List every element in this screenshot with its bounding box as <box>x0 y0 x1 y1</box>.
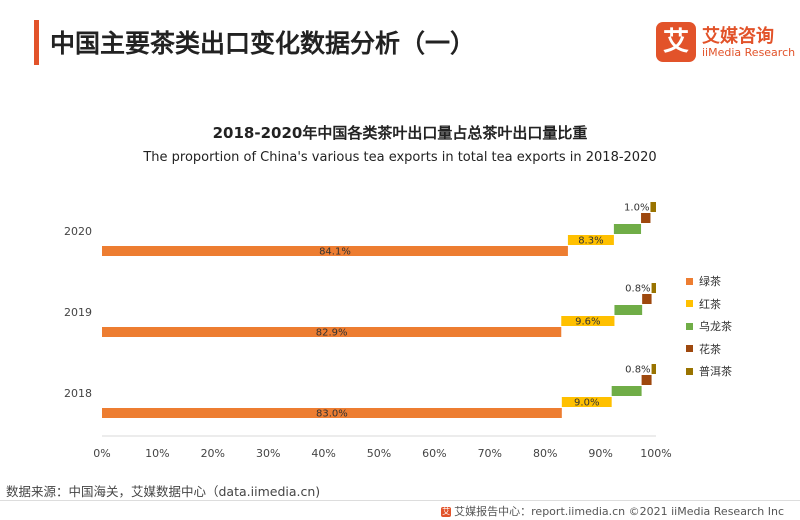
bar-segment <box>561 397 612 407</box>
bar-segment <box>102 408 562 418</box>
bar-segment <box>561 316 615 326</box>
data-label: 9.6% <box>575 317 600 328</box>
legend-label: 普洱茶 <box>699 365 732 379</box>
category-label: 2019 <box>64 306 92 319</box>
data-source-note: 数据来源：中国海关，艾媒数据中心（data.iimedia.cn) <box>6 484 321 499</box>
footer-logo-icon: 艾 <box>441 507 452 517</box>
x-tick-label: 0% <box>93 447 110 460</box>
data-label: 82.9% <box>316 328 348 339</box>
legend-item: 绿茶 <box>686 270 732 293</box>
logo-text-en: iiMedia Research <box>702 46 796 59</box>
legend-swatch <box>686 367 693 375</box>
page-title: 中国主要茶类出口变化数据分析（一） <box>50 29 476 58</box>
x-tick-label: 40% <box>311 447 335 460</box>
iimedia-logo: 艾 艾媒咨询 iiMedia Research <box>656 20 796 64</box>
legend-item: 花茶 <box>686 338 732 361</box>
data-label: 84.1% <box>319 247 351 258</box>
bar-segment <box>611 386 642 396</box>
x-tick-label: 90% <box>588 447 612 460</box>
data-label: 1.0% <box>624 203 649 214</box>
bar-segment <box>641 213 651 223</box>
data-label: 9.0% <box>574 398 599 409</box>
x-tick-label: 50% <box>367 447 391 460</box>
bar-segment <box>651 283 656 293</box>
bar-segment <box>642 294 652 304</box>
legend-label: 乌龙茶 <box>699 320 732 334</box>
data-label: 83.0% <box>316 409 348 420</box>
footer-text: 艾媒报告中心：report.iimedia.cn ©2021 iiMedia R… <box>454 505 784 518</box>
bar-segment <box>650 202 656 212</box>
bar-segment <box>102 246 568 256</box>
logo-text-cn: 艾媒咨询 <box>702 26 774 47</box>
data-label: 0.8% <box>625 365 650 376</box>
legend-label: 绿茶 <box>699 275 721 289</box>
bar-segment <box>102 327 562 337</box>
title-accent-bar <box>34 20 39 65</box>
logo-mark: 艾 <box>656 22 696 62</box>
bar-segment <box>651 364 656 374</box>
x-tick-label: 10% <box>145 447 169 460</box>
x-tick-label: 30% <box>256 447 280 460</box>
legend-label: 花茶 <box>699 342 721 356</box>
legend-item: 红茶 <box>686 293 732 316</box>
bar-segment <box>613 224 642 234</box>
legend-swatch <box>686 322 693 330</box>
data-label: 0.8% <box>625 284 650 295</box>
legend-item: 普洱茶 <box>686 360 732 383</box>
legend-label: 红茶 <box>699 297 721 311</box>
chart-legend: 绿茶红茶乌龙茶花茶普洱茶 <box>686 270 732 383</box>
legend-swatch <box>686 277 693 285</box>
bar-segment <box>641 375 652 385</box>
x-tick-label: 100% <box>640 447 671 460</box>
chart-subtitle: The proportion of China's various tea ex… <box>143 150 657 165</box>
bar-segment <box>567 235 614 245</box>
legend-swatch <box>686 300 693 308</box>
legend-item: 乌龙茶 <box>686 315 732 338</box>
x-tick-label: 60% <box>422 447 446 460</box>
footer-divider <box>0 500 800 501</box>
x-tick-label: 20% <box>201 447 225 460</box>
legend-swatch <box>686 345 693 353</box>
chart-title: 2018-2020年中国各类茶叶出口量占总茶叶出口量比重 <box>212 124 588 142</box>
x-tick-label: 80% <box>533 447 557 460</box>
footer: 艾艾媒报告中心：report.iimedia.cn ©2021 iiMedia … <box>441 503 784 519</box>
category-label: 2018 <box>64 387 92 400</box>
x-tick-label: 70% <box>478 447 502 460</box>
category-label: 2020 <box>64 225 92 238</box>
bar-segment <box>614 305 643 315</box>
data-label: 8.3% <box>578 236 603 247</box>
